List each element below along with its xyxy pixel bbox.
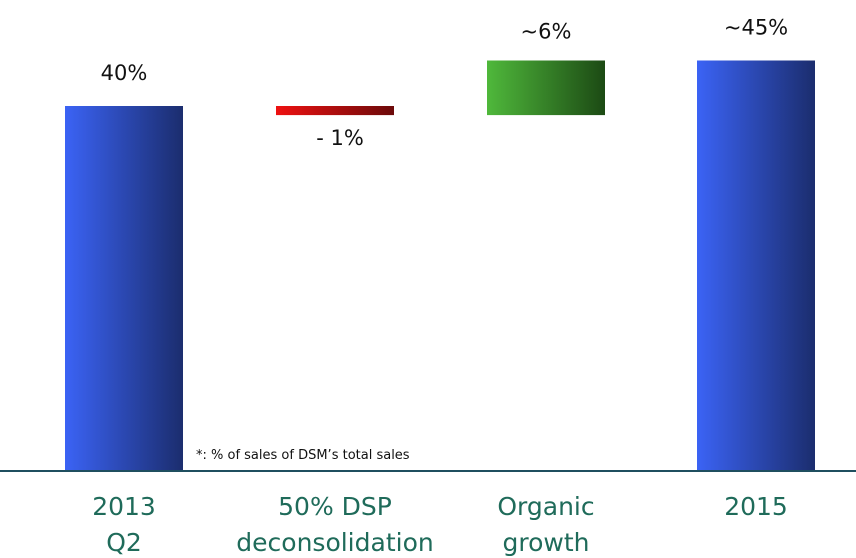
value-label-1: 40% — [101, 61, 148, 85]
value-label-3: ~6% — [521, 20, 572, 44]
category-label-1-line-1: 2013 — [92, 492, 156, 521]
category-label-4-line-1: 2015 — [724, 492, 788, 521]
category-label-3-line-2: growth — [503, 528, 590, 557]
bar-3 — [487, 60, 605, 116]
bar-1 — [65, 106, 183, 470]
value-label-2: - 1% — [316, 126, 364, 150]
footnote: *: % of sales of DSM’s total sales — [196, 448, 410, 463]
bar-2 — [276, 106, 394, 116]
value-label-4: ~45% — [724, 16, 788, 40]
category-label-3-line-1: Organic — [497, 492, 594, 521]
category-label-2-line-1: 50% DSP — [278, 492, 392, 521]
category-label-2-line-2: deconsolidation — [236, 528, 433, 557]
category-label-1-line-2: Q2 — [106, 528, 142, 557]
bar-4 — [697, 60, 815, 470]
